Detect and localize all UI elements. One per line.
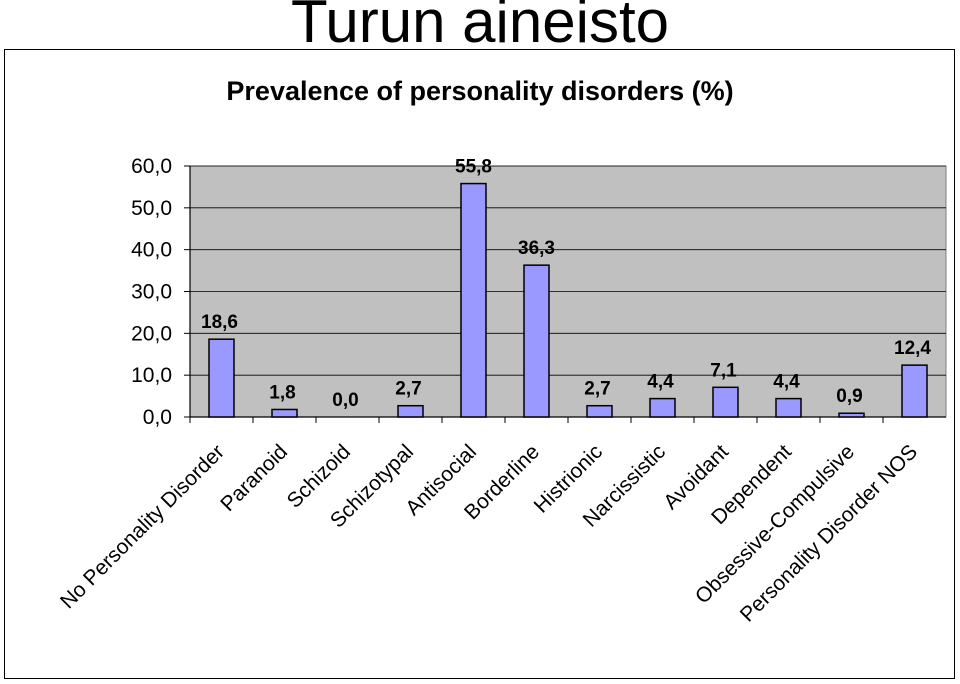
bar — [901, 364, 928, 418]
bar — [523, 264, 550, 418]
bar — [460, 182, 487, 418]
data-label: 12,4 — [894, 338, 931, 359]
chart-title: Prevalence of personality disorders (%) — [226, 76, 734, 106]
y-tick-label: 30,0 — [131, 281, 172, 304]
x-tick-label: Paranoid — [216, 440, 292, 516]
data-label: 2,7 — [395, 379, 421, 400]
data-label: 4,4 — [773, 372, 800, 393]
bar — [397, 404, 424, 418]
bar — [838, 412, 865, 418]
page-title: Turun aineisto — [291, 0, 669, 55]
bar — [775, 397, 802, 418]
bar — [208, 338, 235, 418]
y-tick-label: 50,0 — [131, 197, 172, 220]
data-label: 55,8 — [455, 157, 492, 178]
x-tick-label: No Personality Disorder — [56, 440, 229, 613]
data-label: 0,9 — [836, 386, 862, 407]
y-tick-label: 60,0 — [131, 155, 172, 178]
bar — [271, 408, 298, 418]
data-label: 7,1 — [710, 360, 737, 381]
data-label: 18,6 — [201, 312, 238, 333]
y-tick-label: 10,0 — [131, 364, 172, 387]
data-label: 36,3 — [518, 238, 555, 259]
bar — [712, 386, 739, 418]
data-label: 4,4 — [647, 372, 674, 393]
y-tick-label: 0,0 — [143, 406, 172, 429]
y-tick-label: 40,0 — [131, 239, 172, 262]
data-label: 2,7 — [584, 379, 610, 400]
bar — [649, 397, 676, 418]
y-tick-label: 20,0 — [131, 322, 172, 345]
data-label: 1,8 — [269, 382, 295, 403]
bar — [586, 404, 613, 418]
data-label: 0,0 — [332, 390, 358, 411]
